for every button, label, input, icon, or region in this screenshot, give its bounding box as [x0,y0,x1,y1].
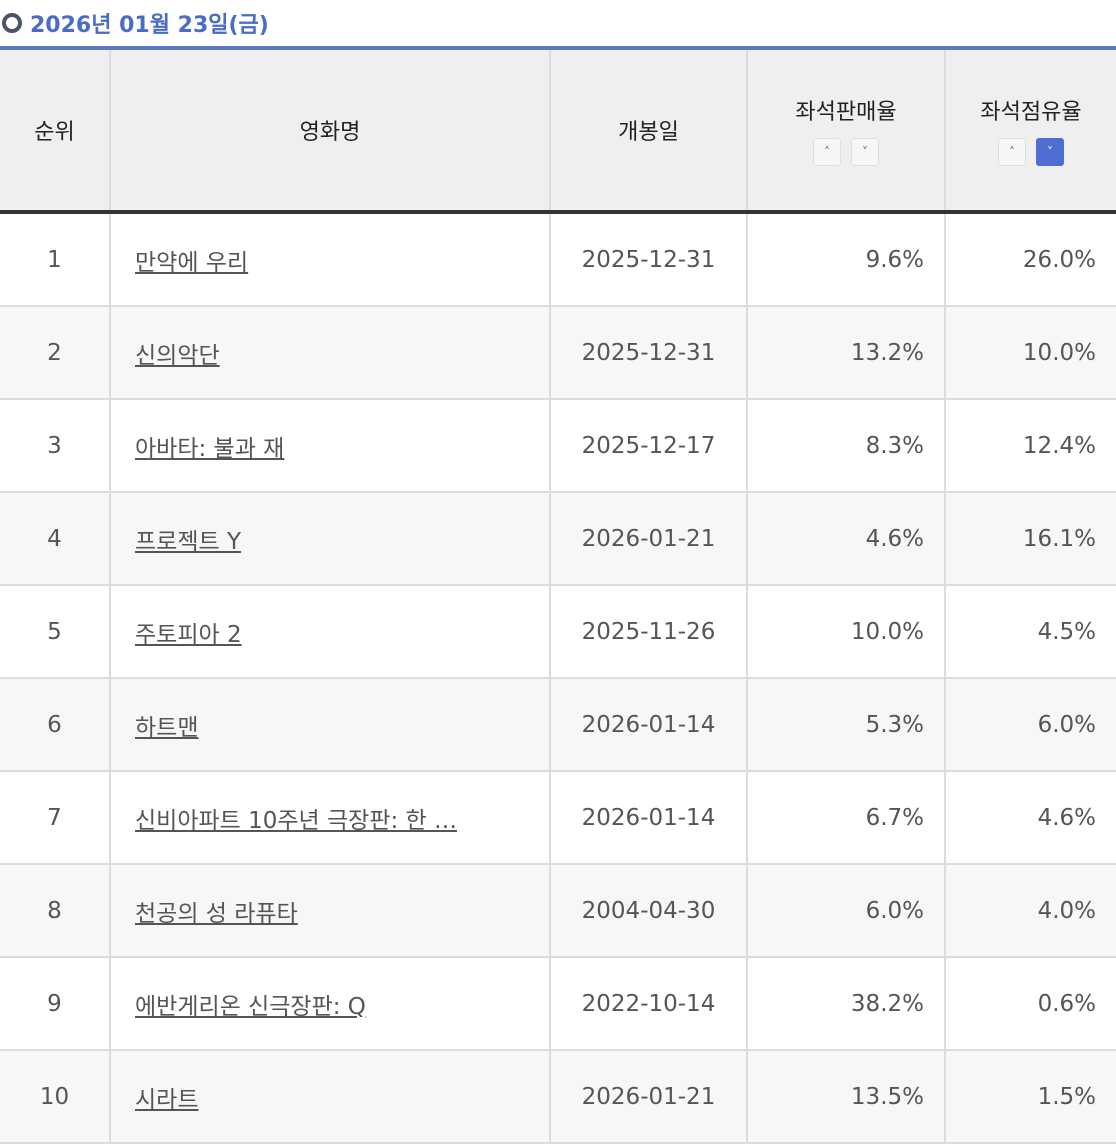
sales-rate-cell: 4.6% [746,492,945,586]
title-cell: 신비아파트 10주년 극장판: 한 … [109,771,550,865]
table-row: 5 주토피아 2 2025-11-26 10.0% 4.5% [0,585,1116,679]
movie-title-link[interactable]: 만약에 우리 [135,249,249,276]
sales-rate-cell: 8.3% [746,399,945,493]
title-cell: 아바타: 불과 재 [109,399,550,493]
occupancy-cell: 4.5% [944,585,1116,679]
release-cell: 2025-11-26 [549,585,747,679]
release-cell: 2025-12-31 [549,212,747,307]
table-row: 2 신의악단 2025-12-31 13.2% 10.0% [0,306,1116,400]
occupancy-cell: 0.6% [944,957,1116,1051]
occupancy-cell: 1.5% [944,1050,1116,1144]
rank-cell: 3 [0,399,110,493]
header-occupancy: 좌석점유율 ˄ ˅ [944,50,1116,214]
movie-title-link[interactable]: 시라트 [135,1086,199,1113]
sort-desc-occupancy-button[interactable]: ˅ [1036,138,1064,166]
rank-cell: 1 [0,212,110,307]
sales-rate-cell: 5.3% [746,678,945,772]
title-cell: 천공의 성 라퓨타 [109,864,550,958]
sort-desc-sales-rate-button[interactable]: ˅ [851,138,879,166]
title-cell: 만약에 우리 [109,212,550,307]
occupancy-cell: 26.0% [944,212,1116,307]
table-row: 7 신비아파트 10주년 극장판: 한 … 2026-01-14 6.7% 4.… [0,771,1116,865]
rank-cell: 2 [0,306,110,400]
rank-cell: 10 [0,1050,110,1144]
rank-cell: 4 [0,492,110,586]
occupancy-cell: 10.0% [944,306,1116,400]
table-row: 10 시라트 2026-01-21 13.5% 1.5% [0,1050,1116,1144]
occupancy-cell: 12.4% [944,399,1116,493]
circle-bullet-icon [2,13,22,33]
movie-title-link[interactable]: 주토피아 2 [135,621,242,648]
occupancy-cell: 16.1% [944,492,1116,586]
release-cell: 2026-01-14 [549,678,747,772]
table-row: 3 아바타: 불과 재 2025-12-17 8.3% 12.4% [0,399,1116,493]
table-row: 8 천공의 성 라퓨타 2004-04-30 6.0% 4.0% [0,864,1116,958]
title-cell: 신의악단 [109,306,550,400]
rank-cell: 6 [0,678,110,772]
movie-title-link[interactable]: 아바타: 불과 재 [135,435,285,462]
sales-rate-cell: 13.5% [746,1050,945,1144]
movie-title-link[interactable]: 신의악단 [135,342,220,369]
title-cell: 주토피아 2 [109,585,550,679]
header-sales-rate: 좌석판매율 ˄ ˅ [746,50,945,214]
sales-rate-cell: 9.6% [746,212,945,307]
divider [0,46,1116,50]
occupancy-cell: 4.0% [944,864,1116,958]
title-cell: 프로젝트 Y [109,492,550,586]
sort-asc-occupancy-button[interactable]: ˄ [998,138,1026,166]
rank-cell: 8 [0,864,110,958]
header-occupancy-label: 좌석점유율 [980,100,1082,125]
rank-cell: 9 [0,957,110,1051]
occupancy-cell: 6.0% [944,678,1116,772]
table-row: 1 만약에 우리 2025-12-31 9.6% 26.0% [0,212,1116,307]
release-cell: 2026-01-21 [549,1050,747,1144]
title-cell: 시라트 [109,1050,550,1144]
release-cell: 2004-04-30 [549,864,747,958]
movie-title-link[interactable]: 천공의 성 라퓨타 [135,900,298,927]
header-row: 순위 영화명 개봉일 좌석판매율 ˄ ˅ 좌석점유율 ˄ ˅ [0,50,1116,214]
table-row: 6 하트맨 2026-01-14 5.3% 6.0% [0,678,1116,772]
release-cell: 2025-12-31 [549,306,747,400]
release-cell: 2025-12-17 [549,399,747,493]
sales-rate-cell: 6.7% [746,771,945,865]
movie-title-link[interactable]: 프로젝트 Y [135,528,242,555]
sales-rate-cell: 6.0% [746,864,945,958]
sales-rate-cell: 10.0% [746,585,945,679]
date-heading: 2026년 01월 23일(금) [0,0,1116,46]
boxoffice-table: 순위 영화명 개봉일 좌석판매율 ˄ ˅ 좌석점유율 ˄ ˅ 1 만약에 우리 … [0,50,1116,1144]
header-title: 영화명 [109,50,550,214]
movie-title-link[interactable]: 하트맨 [135,714,199,741]
release-cell: 2026-01-14 [549,771,747,865]
release-cell: 2022-10-14 [549,957,747,1051]
sales-rate-cell: 38.2% [746,957,945,1051]
sort-asc-sales-rate-button[interactable]: ˄ [813,138,841,166]
header-sales-rate-label: 좌석판매율 [795,100,897,125]
title-cell: 하트맨 [109,678,550,772]
release-cell: 2026-01-21 [549,492,747,586]
date-title: 2026년 01월 23일(금) [30,13,269,38]
header-rank: 순위 [0,50,110,214]
table-row: 4 프로젝트 Y 2026-01-21 4.6% 16.1% [0,492,1116,586]
occupancy-cell: 4.6% [944,771,1116,865]
rank-cell: 5 [0,585,110,679]
movie-title-link[interactable]: 에반게리온 신극장판: Q [135,993,366,1020]
header-release: 개봉일 [549,50,747,214]
title-cell: 에반게리온 신극장판: Q [109,957,550,1051]
movie-title-link[interactable]: 신비아파트 10주년 극장판: 한 … [135,807,458,834]
sales-rate-cell: 13.2% [746,306,945,400]
rank-cell: 7 [0,771,110,865]
table-row: 9 에반게리온 신극장판: Q 2022-10-14 38.2% 0.6% [0,957,1116,1051]
